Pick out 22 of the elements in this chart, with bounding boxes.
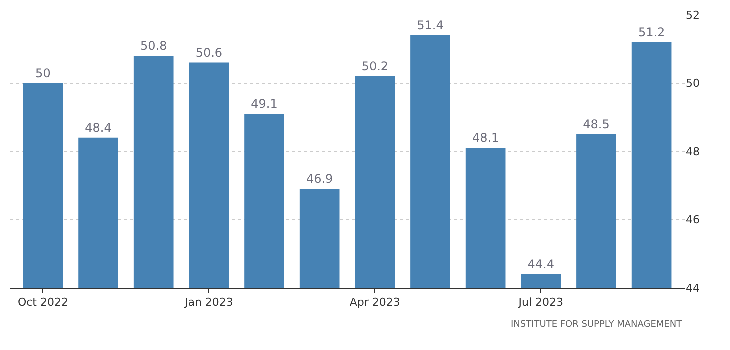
data-label: 51.2 (638, 25, 666, 40)
y-tick-label: 48 (686, 145, 700, 158)
y-tick-label: 44 (686, 282, 700, 295)
data-label: 48.1 (472, 131, 500, 146)
data-label: 49.1 (251, 96, 278, 111)
y-tick-label: 50 (686, 77, 700, 90)
x-tick-label: Apr 2023 (350, 296, 400, 310)
x-tick-label: Oct 2022 (18, 296, 68, 310)
y-tick-label: 46 (686, 214, 700, 227)
x-tick-label: Jan 2023 (184, 296, 234, 310)
data-label: 48.4 (85, 120, 112, 135)
data-label: 46.9 (306, 172, 334, 186)
data-label: 50.8 (140, 38, 168, 53)
data-label: 50.2 (362, 59, 389, 74)
y-tick-label: 52 (686, 8, 700, 22)
data-label: 50 (36, 66, 51, 80)
text: INSTITUTE FOR SUPPLY MANAGEMENT (511, 320, 683, 330)
data-label: 44.4 (528, 257, 555, 272)
x-tick-label: Jul 2023 (518, 296, 564, 310)
data-label: 50.6 (196, 46, 223, 60)
data-label: 51.4 (417, 18, 444, 32)
data-label: 48.5 (583, 117, 610, 132)
